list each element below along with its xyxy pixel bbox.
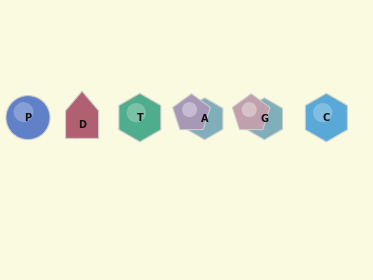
Polygon shape [186, 98, 223, 140]
Polygon shape [173, 94, 210, 130]
Polygon shape [119, 94, 161, 142]
Circle shape [126, 103, 146, 122]
Polygon shape [246, 98, 282, 140]
Polygon shape [66, 91, 98, 138]
Circle shape [313, 103, 332, 122]
Text: C: C [323, 113, 330, 123]
Text: P: P [24, 113, 32, 123]
Polygon shape [232, 94, 270, 130]
Circle shape [182, 102, 197, 117]
Polygon shape [305, 94, 347, 142]
Text: T: T [137, 113, 143, 123]
Text: G: G [260, 114, 269, 124]
Text: A: A [201, 114, 209, 124]
Circle shape [14, 102, 34, 122]
Circle shape [6, 95, 50, 140]
Circle shape [242, 102, 257, 117]
Text: D: D [78, 120, 86, 130]
